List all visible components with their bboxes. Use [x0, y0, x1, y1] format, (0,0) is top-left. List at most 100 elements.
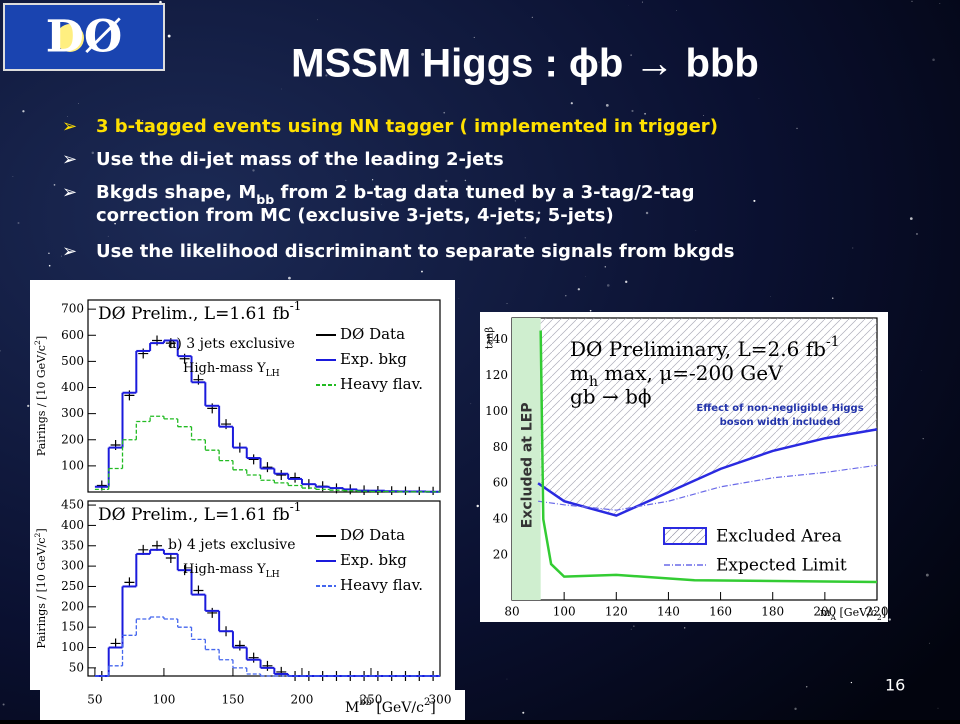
star — [590, 310, 592, 312]
star — [642, 2, 643, 3]
y-tick-label: 100 — [485, 404, 508, 418]
star — [578, 288, 580, 290]
plot-title-part: -1 — [290, 500, 302, 514]
plot-text-part: max, μ=-200 GeV — [598, 361, 783, 385]
star — [676, 10, 677, 11]
y-axis-label-part: ] — [35, 336, 48, 340]
star — [910, 217, 913, 220]
y-tick-label: 300 — [61, 559, 84, 573]
star — [585, 276, 586, 277]
star — [48, 253, 49, 254]
x-axis-label-part: [GeV/c — [836, 606, 877, 619]
x-tick-label: 100 — [152, 693, 175, 707]
legend-label: Heavy flav. — [340, 576, 423, 594]
x-axis-label-part: [GeV/c — [372, 700, 424, 716]
y-axis-label: Pairings / [10 GeV/c2] — [33, 336, 49, 456]
star — [421, 271, 423, 273]
star — [631, 110, 633, 112]
slide-title: MSSM Higgs : ϕb → bbb — [291, 42, 759, 86]
plot-text-part: m — [570, 361, 589, 385]
x-tick-label: 160 — [709, 605, 732, 619]
x-tick-label: 80 — [504, 605, 519, 619]
star — [633, 626, 634, 627]
star — [522, 712, 524, 714]
plot-title: DØ Prelim., L=1.61 fb-1 — [98, 299, 301, 324]
star — [832, 298, 833, 299]
star — [565, 295, 566, 296]
annotation-part: LH — [266, 369, 280, 379]
star — [525, 237, 526, 238]
y-tick-label: 150 — [61, 620, 84, 634]
annotation: b) 4 jets exclusive — [168, 537, 296, 553]
y-tick-label: 500 — [61, 354, 84, 368]
star — [27, 405, 29, 407]
star — [54, 184, 56, 186]
star — [794, 708, 796, 710]
star — [911, 1, 912, 2]
star — [78, 103, 79, 104]
y-tick-label: 400 — [61, 380, 84, 394]
star — [465, 180, 466, 181]
legend-label: Expected Limit — [716, 556, 847, 576]
star — [631, 629, 632, 630]
x-tick-label: 50 — [87, 693, 102, 707]
y-tick-label: 450 — [61, 498, 84, 512]
star — [770, 296, 771, 297]
y-tick-label: 50 — [69, 660, 84, 674]
star — [916, 233, 918, 235]
y-axis-label-part: Pairings / [10 GeV/c — [35, 345, 48, 456]
x-tick-label: 140 — [657, 605, 680, 619]
bullet-part: Use the likelihood discriminant to separ… — [96, 241, 734, 262]
legend-label: Excluded Area — [716, 527, 842, 547]
star — [17, 222, 19, 224]
star — [470, 403, 471, 404]
legend-label: Exp. bkg — [340, 551, 407, 569]
star — [474, 37, 475, 38]
x-tick-label: 100 — [553, 605, 576, 619]
annotation-part: LH — [266, 570, 280, 580]
plot-title-part: DØ Preliminary, L=2.6 fb — [570, 337, 826, 361]
plot-note: boson width included — [720, 417, 841, 428]
y-tick-label: 250 — [61, 579, 84, 593]
star — [507, 303, 508, 304]
star — [372, 179, 373, 180]
y-tick-label: 200 — [61, 599, 84, 613]
y-axis-label: tanβ — [485, 327, 496, 349]
y-tick-label: 200 — [61, 432, 84, 446]
x-tick-label: 120 — [605, 605, 628, 619]
star — [507, 679, 508, 680]
plot-title-part: -1 — [290, 299, 302, 313]
star — [443, 112, 445, 114]
bullet-arrow: ➢ — [62, 149, 77, 170]
star — [852, 248, 853, 249]
y-tick-label: 120 — [485, 368, 508, 382]
star — [477, 505, 479, 507]
star — [49, 265, 51, 267]
y-tick-label: 350 — [61, 538, 84, 552]
star — [281, 89, 282, 90]
star — [753, 200, 755, 202]
star — [796, 128, 797, 129]
star — [940, 3, 941, 4]
star — [923, 438, 924, 439]
star — [929, 643, 930, 644]
y-tick-label: 600 — [61, 328, 84, 342]
y-axis-label-part: ] — [35, 528, 48, 532]
star — [759, 98, 760, 99]
star — [606, 104, 609, 107]
star — [646, 212, 648, 214]
annotation-part: High-mass Y — [183, 562, 266, 577]
legend-label: DØ Data — [340, 526, 405, 544]
x-axis-label-part: M — [345, 700, 359, 716]
legend-swatch — [664, 528, 706, 544]
y-tick-label: 80 — [493, 440, 508, 454]
y-tick-label: 60 — [493, 476, 508, 490]
bullet-part: Use the di-jet mass of the leading 2-jet… — [96, 149, 504, 170]
y-axis-label-part: Pairings / [10 GeV/c — [35, 538, 48, 649]
star — [317, 20, 318, 21]
x-axis-label-part: bb — [359, 697, 372, 708]
y-tick-label: 400 — [61, 518, 84, 532]
star — [684, 627, 685, 628]
